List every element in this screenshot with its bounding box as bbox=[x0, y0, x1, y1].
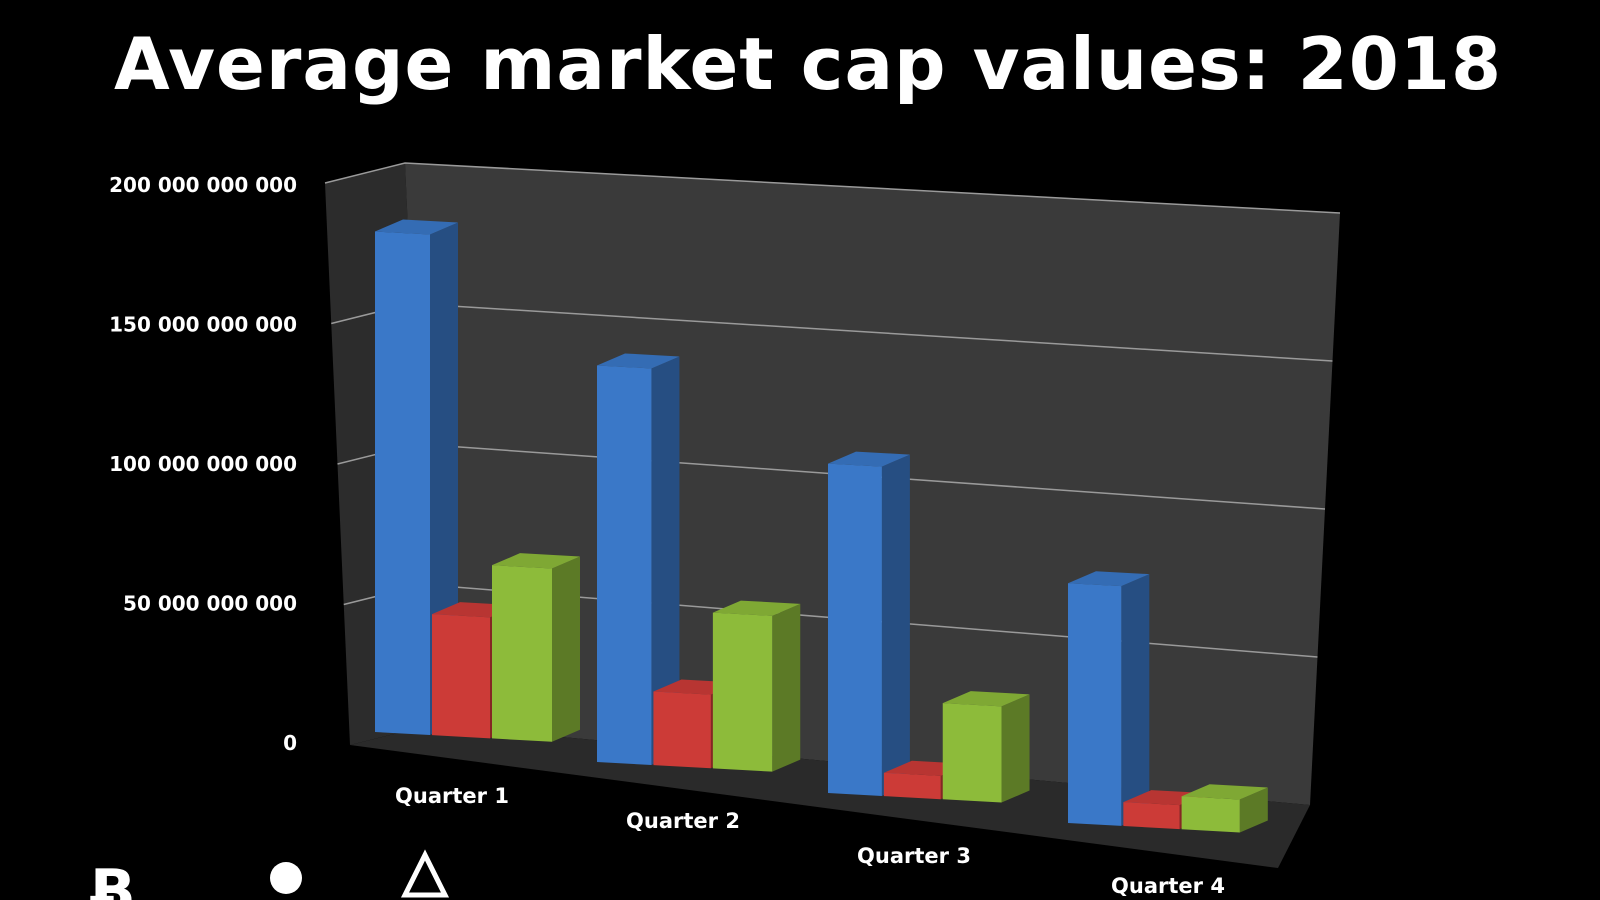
bar-quarter-2-series-3 bbox=[712, 600, 801, 772]
floor bbox=[350, 725, 1310, 868]
bitcoin-icon: Ƀ bbox=[90, 857, 136, 900]
ethereum-icon bbox=[400, 849, 450, 898]
circle-icon bbox=[270, 862, 302, 894]
y-tick-label-2: 100 000 000 000 bbox=[109, 452, 297, 476]
bar-quarter-3-series-1 bbox=[828, 451, 910, 796]
bar-quarter-1-series-3 bbox=[492, 553, 580, 742]
bar-quarter-3-series-3 bbox=[942, 691, 1030, 803]
y-tick-label-3: 150 000 000 000 bbox=[109, 313, 297, 337]
x-tick-label-4: Quarter 4 bbox=[1111, 874, 1225, 898]
x-tick-label-1: Quarter 1 bbox=[395, 784, 509, 808]
chart-title: Average market cap values: 2018 bbox=[113, 22, 1503, 106]
y-tick-label-0: 0 bbox=[283, 731, 297, 755]
bar-quarter-4-series-3 bbox=[1181, 784, 1268, 833]
bar-quarter-4-series-1 bbox=[1068, 571, 1150, 826]
svg-text:Ƀ: Ƀ bbox=[90, 857, 136, 900]
gridline-4 bbox=[324, 162, 1341, 214]
x-tick-label-2: Quarter 2 bbox=[626, 809, 740, 833]
x-tick-label-3: Quarter 3 bbox=[857, 844, 971, 868]
y-tick-label-1: 50 000 000 000 bbox=[123, 592, 297, 616]
y-tick-label-4: 200 000 000 000 bbox=[109, 173, 297, 197]
bar-quarter-2-series-1 bbox=[597, 353, 680, 765]
